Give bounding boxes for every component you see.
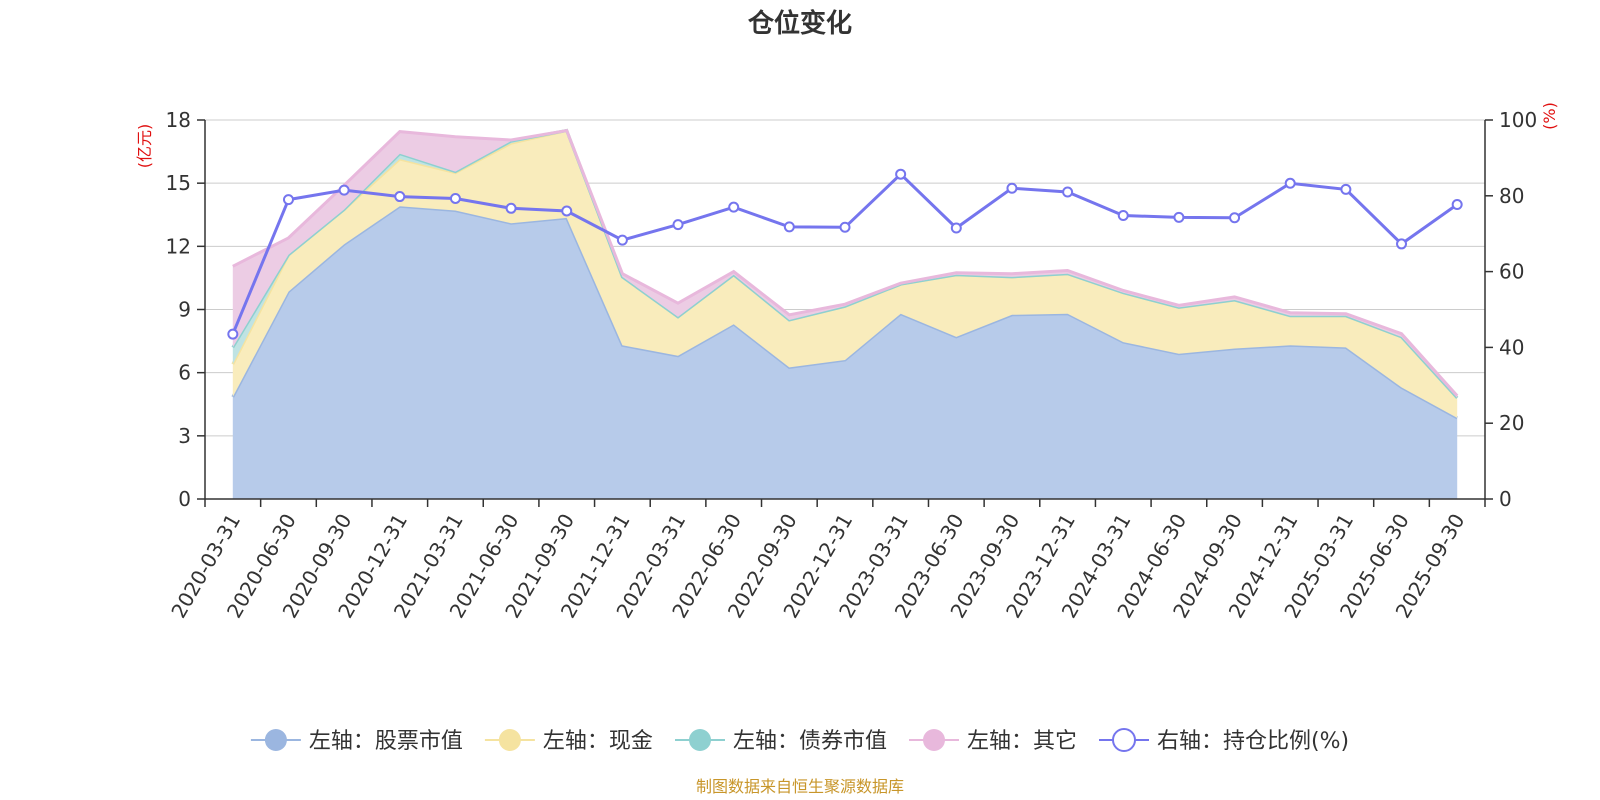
legend-marker [923,729,945,751]
legend-marker [498,729,521,751]
left-tick-label: 9 [178,298,191,322]
right-tick-label: 60 [1499,260,1524,284]
ratio-point [1062,186,1074,198]
ratio-point [1396,238,1408,250]
ratio-point [338,184,350,196]
ratio-point [895,168,907,180]
legend[interactable]: 左轴：股票市值 左轴：现金 左轴：债券市值 左轴：其它 右轴：持仓比例(%) [250,728,1349,754]
ratio-line-series [227,168,1463,340]
legend-marker [1112,728,1136,752]
legend-label: 左轴：现金 [543,729,653,754]
ratio-point [1229,212,1241,224]
right-tick-label: 80 [1499,184,1524,208]
ratio-point [1340,183,1352,195]
data-source-note: 制图数据来自恒生聚源数据库 [696,777,904,796]
area-top-line-4 [232,128,1459,397]
ratio-point [839,221,851,233]
left-tick-label: 15 [166,171,191,195]
ratio-point [728,201,740,213]
ratio-point [449,192,461,204]
right-tick-label: 0 [1499,487,1512,511]
ratio-point [282,194,294,206]
left-tick-label: 12 [166,234,191,258]
left-tick-label: 18 [166,108,191,132]
ratio-point [561,205,573,217]
legend-marker [689,729,711,751]
right-axis-unit: (%) [1540,102,1559,130]
ratio-point [1173,211,1185,223]
legend-label: 右轴：持仓比例(%) [1157,729,1349,754]
chart-title: 仓位变化 [747,8,852,39]
right-tick-label: 100 [1499,108,1537,132]
legend-label: 左轴：债券市值 [733,729,887,754]
ratio-point [672,219,684,231]
legend-item[interactable]: 左轴：债券市值 [675,729,887,754]
left-tick-label: 6 [178,361,191,385]
legend-item[interactable]: 右轴：持仓比例(%) [1099,728,1349,754]
legend-label: 左轴：其它 [967,729,1077,754]
right-tick-label: 20 [1499,411,1524,435]
area-series-2 [232,130,1458,418]
legend-item[interactable]: 左轴：股票市值 [250,729,463,754]
ratio-point [1284,177,1296,189]
ratio-point [950,222,962,234]
legend-item[interactable]: 左轴：其它 [909,729,1077,754]
right-tick-label: 40 [1499,335,1524,359]
area-series-1 [232,206,1458,500]
ratio-point [783,221,795,233]
ratio-point [394,191,406,203]
left-axis-unit: (亿元) [135,124,154,169]
ratio-point [227,328,239,340]
stacked-areas [231,128,1459,500]
legend-marker [264,729,287,751]
left-tick-label: 0 [178,487,191,511]
ratio-point [1451,199,1463,211]
ratio-point [616,234,628,246]
ratio-point [1117,210,1129,222]
ratio-point [505,202,517,214]
legend-label: 左轴：股票市值 [309,729,463,754]
left-tick-label: 3 [178,424,191,448]
legend-item[interactable]: 左轴：现金 [484,729,653,754]
ratio-point [1006,182,1018,194]
